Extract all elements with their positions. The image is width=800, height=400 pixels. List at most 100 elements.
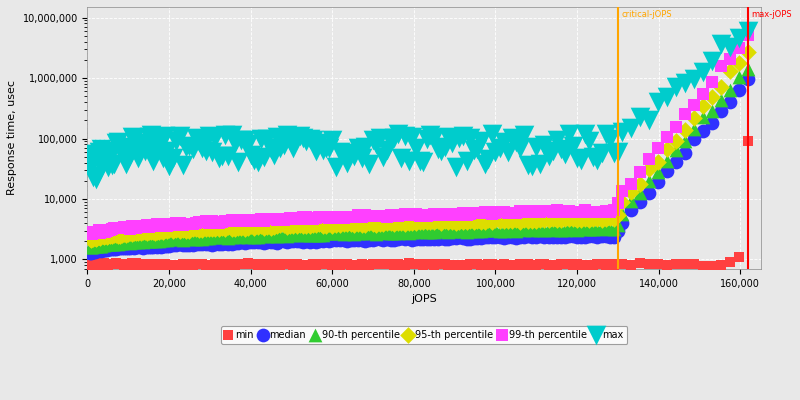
99-th percentile: [118, 224, 130, 230]
90-th percentile: [322, 230, 335, 236]
99-th percentile: [148, 223, 161, 229]
90-th percentile: [388, 230, 401, 236]
max: [579, 131, 592, 137]
max: [277, 141, 290, 148]
90-th percentile: [238, 233, 251, 240]
95-th percentile: [348, 222, 361, 228]
90-th percentile: [96, 242, 109, 248]
min: [183, 261, 196, 268]
max: [341, 159, 354, 166]
99-th percentile: [126, 223, 138, 230]
99-th percentile: [98, 226, 110, 233]
max: [406, 134, 418, 140]
median: [86, 248, 98, 255]
max: [374, 134, 386, 141]
90-th percentile: [542, 226, 555, 232]
90-th percentile: [406, 229, 418, 236]
min: [474, 262, 487, 268]
min: [464, 261, 477, 267]
90-th percentile: [196, 236, 209, 242]
max: [486, 131, 498, 138]
median: [534, 233, 546, 240]
95-th percentile: [381, 219, 394, 226]
min: [162, 262, 175, 268]
95-th percentile: [258, 225, 270, 231]
90-th percentile: [94, 243, 106, 249]
median: [290, 238, 303, 244]
99-th percentile: [232, 218, 245, 224]
99-th percentile: [554, 208, 567, 214]
max: [428, 135, 441, 141]
99-th percentile: [579, 207, 592, 213]
95-th percentile: [697, 103, 710, 109]
95-th percentile: [384, 220, 397, 226]
min: [85, 262, 98, 268]
99-th percentile: [574, 209, 587, 215]
max: [424, 132, 437, 138]
max: [294, 133, 306, 139]
90-th percentile: [446, 228, 458, 234]
median: [464, 236, 477, 242]
median: [457, 235, 470, 241]
min: [431, 261, 444, 268]
median: [258, 239, 270, 246]
min: [546, 262, 559, 269]
min: [245, 261, 258, 268]
95-th percentile: [132, 230, 145, 237]
median: [453, 234, 466, 241]
median: [442, 236, 455, 242]
95-th percentile: [98, 234, 110, 240]
95-th percentile: [352, 220, 365, 227]
99-th percentile: [103, 227, 116, 234]
min: [574, 261, 587, 268]
max: [212, 155, 225, 162]
95-th percentile: [679, 127, 692, 133]
max: [453, 135, 466, 142]
median: [300, 238, 313, 245]
max: [242, 141, 254, 147]
min: [193, 260, 206, 267]
min: [290, 261, 303, 267]
median: [341, 238, 354, 244]
max: [248, 156, 261, 163]
95-th percentile: [251, 224, 264, 230]
99-th percentile: [599, 208, 612, 214]
90-th percentile: [607, 226, 620, 232]
95-th percentile: [398, 220, 411, 227]
99-th percentile: [733, 45, 746, 51]
90-th percentile: [506, 226, 518, 232]
99-th percentile: [322, 215, 335, 221]
median: [174, 241, 186, 248]
90-th percentile: [100, 240, 113, 246]
90-th percentile: [222, 235, 234, 241]
max: [599, 131, 612, 138]
min: [248, 260, 261, 267]
95-th percentile: [542, 216, 555, 223]
90-th percentile: [245, 232, 258, 239]
95-th percentile: [587, 216, 600, 222]
median: [558, 234, 571, 240]
min: [270, 261, 283, 267]
90-th percentile: [86, 244, 98, 250]
99-th percentile: [106, 226, 118, 232]
90-th percentile: [352, 230, 365, 236]
99-th percentile: [303, 216, 316, 222]
95-th percentile: [359, 222, 372, 228]
max: [562, 131, 575, 137]
95-th percentile: [222, 224, 234, 231]
99-th percentile: [87, 228, 100, 235]
95-th percentile: [90, 235, 102, 242]
90-th percentile: [248, 234, 261, 240]
95-th percentile: [140, 230, 153, 236]
max: [526, 163, 538, 170]
99-th percentile: [688, 102, 701, 108]
median: [603, 234, 616, 240]
median: [688, 136, 701, 142]
95-th percentile: [88, 235, 101, 241]
max: [124, 144, 137, 150]
min: [679, 260, 692, 267]
99-th percentile: [570, 208, 583, 215]
99-th percentile: [381, 213, 394, 220]
90-th percentile: [467, 227, 480, 233]
min: [395, 262, 408, 268]
